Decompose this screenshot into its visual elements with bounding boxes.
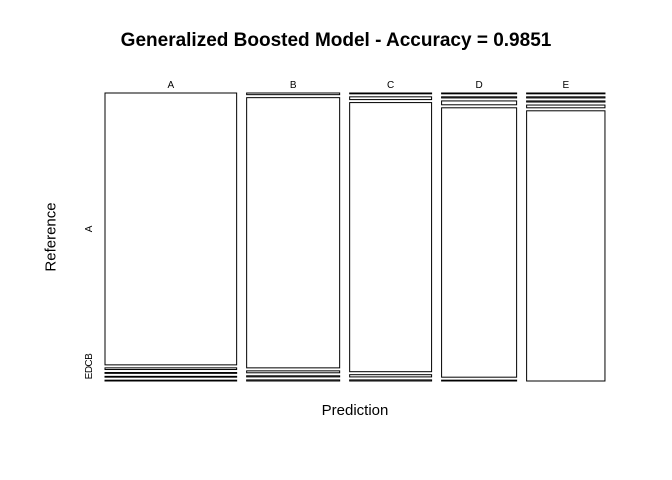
cell-pred-b-ref-e	[246, 379, 341, 382]
y-category-label: C	[84, 359, 95, 366]
cell-pred-c-ref-b	[349, 96, 433, 101]
cell-pred-a-ref-b	[104, 367, 238, 371]
chart-title: Generalized Boosted Model - Accuracy = 0…	[120, 30, 552, 51]
cell-pred-a-ref-e	[104, 379, 238, 382]
cell-pred-d-ref-d	[441, 107, 518, 378]
cell-pred-c-ref-a	[349, 92, 433, 95]
cell-pred-c-ref-e	[349, 379, 433, 382]
cell-pred-e-ref-c	[526, 100, 606, 103]
cell-pred-b-ref-d	[246, 375, 341, 378]
cell-pred-e-ref-a	[526, 92, 606, 95]
cell-pred-e-ref-e	[526, 110, 606, 382]
cell-pred-b-ref-a	[246, 92, 341, 96]
cell-pred-b-ref-c	[246, 370, 341, 374]
cell-pred-d-ref-b	[441, 96, 518, 99]
y-category-label: B	[84, 353, 95, 360]
cell-pred-d-ref-a	[441, 92, 518, 95]
cell-pred-a-ref-c	[104, 372, 238, 374]
y-category-label: E	[84, 372, 95, 379]
x-axis-label: Prediction	[321, 402, 389, 419]
cell-pred-e-ref-b	[526, 96, 606, 99]
x-category-label: C	[387, 80, 394, 91]
x-category-label: E	[562, 80, 569, 91]
y-category-label: D	[84, 366, 95, 373]
cell-pred-d-ref-e	[441, 379, 518, 382]
cell-pred-c-ref-c	[349, 102, 433, 373]
x-category-label: A	[167, 80, 174, 91]
cell-pred-c-ref-d	[349, 374, 433, 378]
y-axis-label: Reference	[42, 202, 60, 272]
y-category-label: A	[84, 225, 95, 232]
x-category-label: D	[475, 80, 482, 91]
cell-pred-a-ref-d	[104, 375, 238, 378]
cell-pred-d-ref-c	[441, 100, 518, 106]
cell-pred-a-ref-a	[104, 92, 238, 366]
cell-pred-e-ref-d	[526, 104, 606, 109]
x-category-label: B	[290, 80, 297, 91]
cell-pred-b-ref-b	[246, 97, 341, 369]
